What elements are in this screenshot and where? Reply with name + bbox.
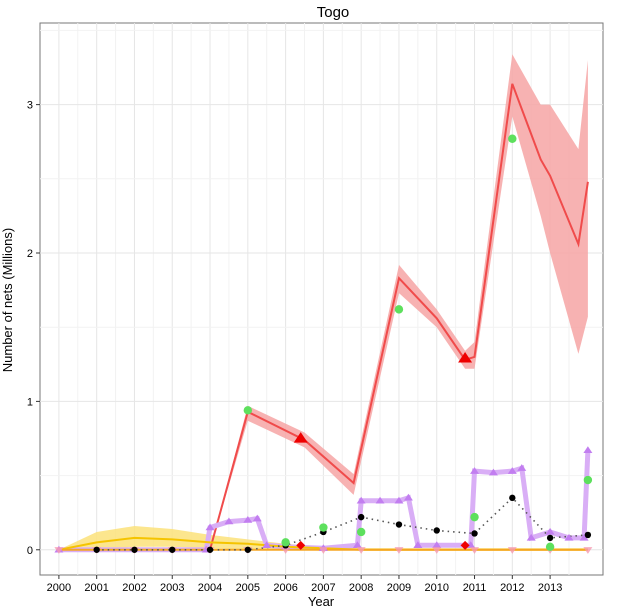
marker-orange [394,547,404,554]
marker-purple [356,496,366,504]
marker-orange [54,547,64,554]
series-markers [54,134,593,554]
marker-red-diamond [296,540,306,550]
marker-purple [205,523,215,531]
x-tick-label: 2009 [387,582,411,594]
marker-purple [262,541,272,549]
y-tick-label: 1 [27,396,33,408]
marker-orange [432,547,442,554]
point-green [356,527,366,537]
x-tick-label: 2012 [500,582,524,594]
x-tick-label: 2008 [349,582,373,594]
marker-purple [564,533,574,541]
marker-orange [470,547,480,554]
point-black [509,494,516,502]
marker-purple [579,533,589,541]
x-tick-label: 2000 [47,582,71,594]
x-tick-label: 2002 [122,582,146,594]
x-axis-label: Year [308,594,335,609]
marker-orange [356,547,366,554]
point-black [169,546,176,553]
marker-orange [507,547,517,554]
point-green [470,512,479,522]
marker-red-triangle [458,352,473,363]
x-tick-label: 2003 [160,582,184,594]
marker-orange [318,547,328,554]
marker-purple [526,533,536,541]
marker-purple [243,516,253,523]
y-tick-label: 0 [27,545,33,557]
marker-red-triangle [293,432,308,443]
x-tick-label: 2006 [273,582,297,594]
point-green [243,406,253,415]
point-green [508,134,517,143]
chart-title: Togo [317,4,350,21]
point-black [93,546,100,553]
marker-purple [432,541,442,549]
point-black [131,546,138,553]
band-yellow [58,526,588,550]
point-black [206,546,214,553]
point-black [357,513,365,521]
point-green [281,538,290,547]
marker-purple [394,496,404,504]
point-green [394,305,404,314]
point-green [319,523,328,532]
point-black [433,527,440,534]
x-tick-label: 2004 [198,582,222,594]
marker-purple [352,541,362,549]
point-black [244,546,252,553]
marker-purple [470,467,480,474]
line-red [58,83,589,551]
marker-purple [583,446,593,454]
x-tick-label: 2010 [425,582,449,594]
marker-purple [413,541,423,549]
x-tick-label: 2001 [84,582,108,594]
marker-purple [545,527,555,535]
marker-orange [583,547,593,554]
point-green [583,475,593,485]
x-tick-label: 2013 [538,582,562,594]
y-tick-label: 3 [27,100,33,112]
point-black [584,531,592,539]
x-tick-label: 2005 [236,582,260,594]
y-axis: 0 1 2 3 [27,100,40,557]
marker-red-diamond [460,540,470,550]
x-axis: 2000 2001 2002 2003 2004 2005 2006 2007 2008 2009… [47,575,562,594]
y-tick-label: 2 [27,248,33,260]
marker-purple [403,493,413,501]
marker-purple [252,514,262,522]
marker-purple [507,467,517,474]
x-tick-label: 2011 [463,582,487,594]
marker-purple [488,468,498,476]
point-green [545,542,555,552]
marker-purple [517,464,527,471]
marker-orange [281,547,291,554]
y-axis-label: Number of nets (Millions) [0,228,15,373]
marker-purple [224,517,234,525]
marker-purple [375,496,385,504]
x-tick-label: 2007 [311,582,335,594]
point-black [546,534,554,542]
point-black [471,530,478,537]
grid [40,23,603,575]
point-black [395,521,403,528]
